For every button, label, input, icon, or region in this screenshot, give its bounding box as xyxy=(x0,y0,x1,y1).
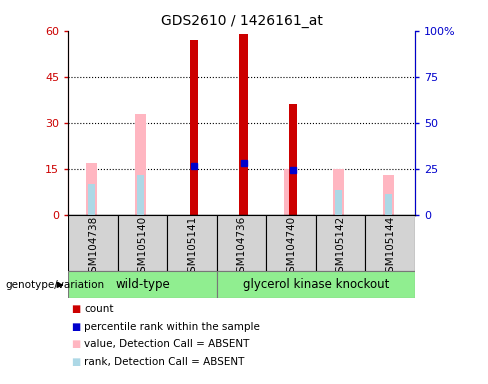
Text: GSM104740: GSM104740 xyxy=(286,216,296,279)
Bar xyxy=(385,194,391,215)
Bar xyxy=(316,215,366,271)
Bar xyxy=(239,34,248,215)
Bar xyxy=(137,175,144,215)
Bar xyxy=(366,215,415,271)
Bar xyxy=(217,271,415,298)
Bar xyxy=(284,169,295,215)
Bar xyxy=(288,104,298,215)
Bar xyxy=(167,215,217,271)
Text: percentile rank within the sample: percentile rank within the sample xyxy=(84,322,260,332)
Text: ■: ■ xyxy=(71,304,80,314)
Text: rank, Detection Call = ABSENT: rank, Detection Call = ABSENT xyxy=(84,357,245,367)
Text: GSM104738: GSM104738 xyxy=(88,216,98,280)
Bar xyxy=(88,184,95,215)
Bar xyxy=(383,175,393,215)
Text: wild-type: wild-type xyxy=(115,278,170,291)
Text: GSM105141: GSM105141 xyxy=(187,216,197,280)
Text: glycerol kinase knockout: glycerol kinase knockout xyxy=(243,278,389,291)
Bar xyxy=(135,114,146,215)
Text: genotype/variation: genotype/variation xyxy=(5,280,104,290)
Text: count: count xyxy=(84,304,114,314)
Bar xyxy=(266,215,316,271)
Bar xyxy=(68,271,217,298)
Bar xyxy=(190,40,199,215)
Title: GDS2610 / 1426161_at: GDS2610 / 1426161_at xyxy=(161,14,323,28)
Text: ■: ■ xyxy=(71,339,80,349)
Text: GSM105142: GSM105142 xyxy=(336,216,346,280)
Text: GSM105140: GSM105140 xyxy=(138,216,147,279)
Bar xyxy=(86,163,97,215)
Bar xyxy=(217,215,266,271)
Text: GSM104736: GSM104736 xyxy=(237,216,246,280)
Text: GSM105144: GSM105144 xyxy=(385,216,395,280)
Text: ■: ■ xyxy=(71,357,80,367)
Bar xyxy=(333,169,344,215)
Text: value, Detection Call = ABSENT: value, Detection Call = ABSENT xyxy=(84,339,250,349)
Bar xyxy=(68,215,118,271)
Text: ■: ■ xyxy=(71,322,80,332)
Bar xyxy=(118,215,167,271)
Bar xyxy=(335,190,342,215)
